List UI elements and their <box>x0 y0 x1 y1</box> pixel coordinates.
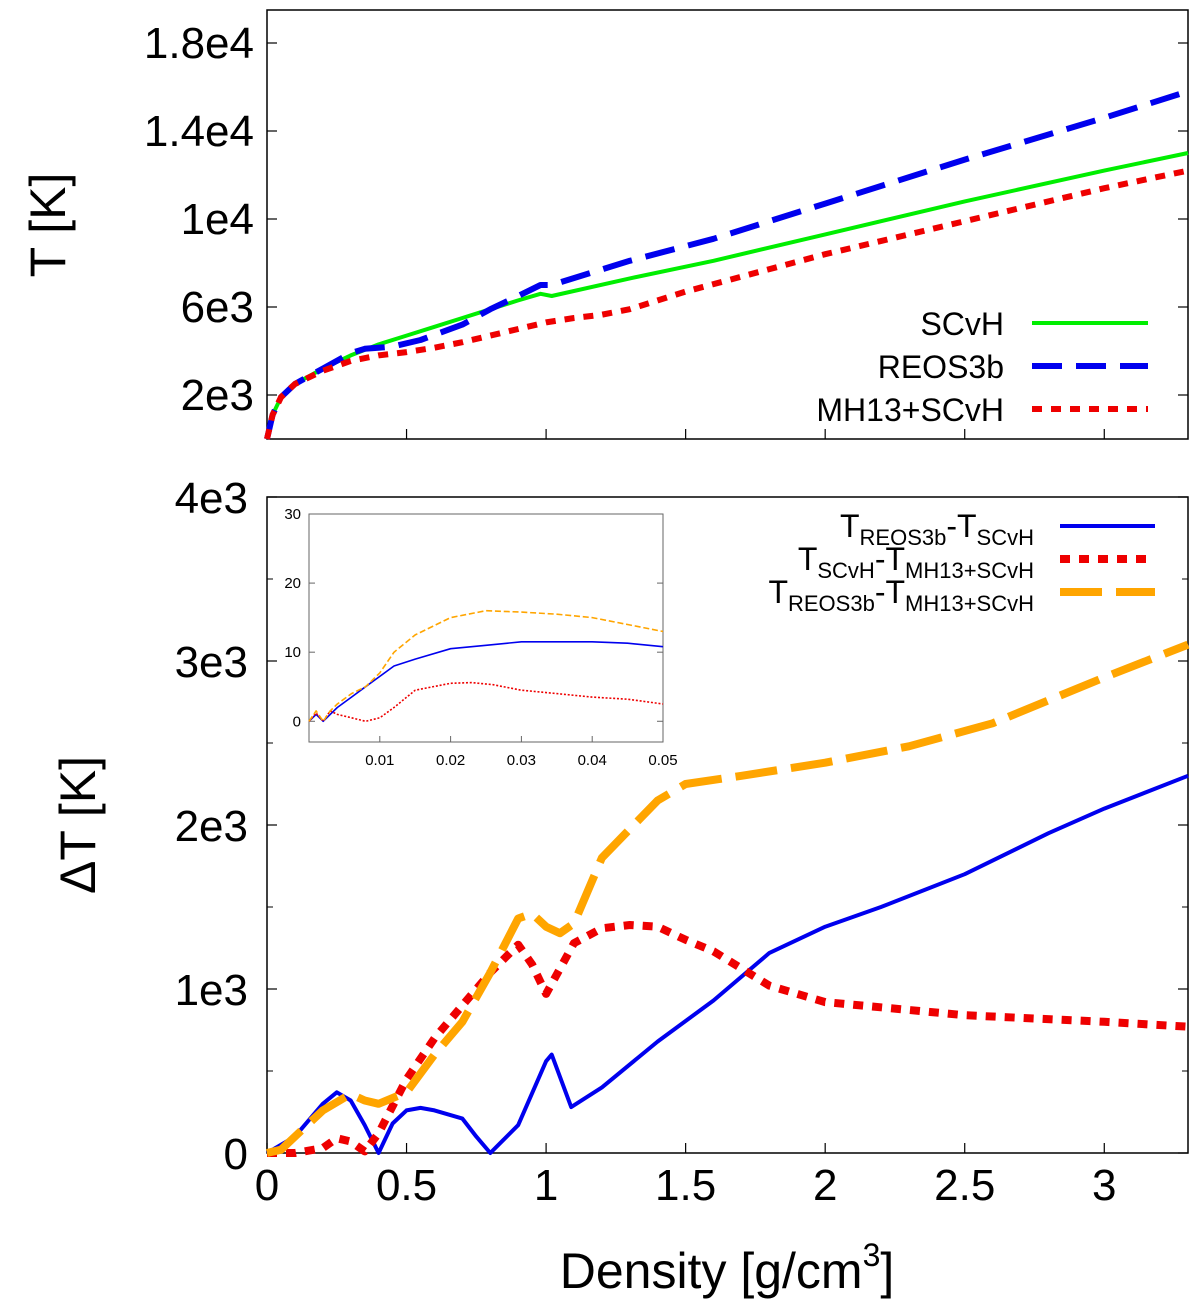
inset-ytick-label: 10 <box>284 644 301 661</box>
inset-frame <box>308 513 664 743</box>
top-line-scvh <box>265 151 1189 440</box>
bottom-legend-label: TSCvH-TMH13+SCvH <box>798 541 1034 583</box>
top-ytick-label: 6e3 <box>181 283 254 332</box>
inset-line-treos3b-tmh13-scvh <box>308 609 664 723</box>
bottom-legend-label: TREOS3b-TSCvH <box>840 508 1034 550</box>
bottom-line-treos3b-tmh13-scvh <box>266 640 1190 1157</box>
top-ytick-label: 1.8e4 <box>144 19 254 68</box>
inset-line-treos3b-tscvh <box>308 640 664 723</box>
inset-panel: 0 10 20 30 0.01 0.02 0.03 0.04 0.05 <box>284 506 677 769</box>
bottom-ticks: 0 1e3 2e3 3e3 4e3 0 0.5 1 1.5 2 2.5 3 <box>175 474 1188 1210</box>
inset-ytick-label: 0 <box>293 713 301 730</box>
bottom-xtick-label: 2 <box>813 1161 837 1210</box>
inset-ticks: 0 10 20 30 0.01 0.02 0.03 0.04 0.05 <box>284 506 677 769</box>
top-plot-frame <box>266 9 1189 440</box>
top-ytick-label: 1.4e4 <box>144 107 254 156</box>
x-axis-title: Density [g/cm3] <box>560 1237 895 1299</box>
bottom-xtick-label: 0 <box>255 1161 279 1210</box>
bottom-ytick-label: 1e3 <box>175 966 248 1015</box>
bottom-series-lines <box>265 640 1190 1157</box>
bottom-legend-label: TREOS3b-TMH13+SCvH <box>768 574 1034 616</box>
bottom-xtick-label: 2.5 <box>934 1161 995 1210</box>
bottom-panel: 0 1e3 2e3 3e3 4e3 0 0.5 1 1.5 2 2.5 3 ΔT [K] Densit… <box>50 474 1190 1299</box>
inset-ytick-label: 30 <box>284 506 301 523</box>
inset-series-lines <box>308 609 664 723</box>
top-legend-label: REOS3b <box>878 349 1004 385</box>
bottom-xtick-label: 0.5 <box>376 1161 437 1210</box>
top-line-mh13-scvh <box>264 167 1189 440</box>
top-ticks: 2e3 6e3 1e4 1.4e4 1.8e4 <box>144 19 1188 439</box>
bottom-ytick-label: 2e3 <box>175 802 248 851</box>
top-y-axis-title: T [K] <box>20 173 76 278</box>
bottom-ytick-label: 4e3 <box>175 474 248 523</box>
top-line-reos3b <box>264 88 1189 440</box>
bottom-line-treos3b-tscvh <box>265 773 1189 1155</box>
bottom-line-tscvh-tmh13-scvh <box>267 921 1189 1157</box>
inset-xtick-label: 0.03 <box>507 752 536 769</box>
bottom-xtick-label: 1.5 <box>655 1161 716 1210</box>
top-legend-label: SCvH <box>920 306 1004 342</box>
inset-xtick-label: 0.01 <box>365 752 394 769</box>
top-series-lines <box>264 88 1189 440</box>
top-legend-label: MH13+SCvH <box>816 392 1004 428</box>
inset-xtick-label: 0.05 <box>648 752 677 769</box>
top-ytick-label: 1e4 <box>181 195 254 244</box>
top-legend: SCvH REOS3b MH13+SCvH <box>816 306 1148 428</box>
bottom-legend: TREOS3b-TSCvHTSCvH-TMH13+SCvHTREOS3b-TMH… <box>768 508 1155 616</box>
bottom-y-axis-title: ΔT [K] <box>50 756 106 894</box>
bottom-xtick-label: 1 <box>534 1161 558 1210</box>
inset-xtick-label: 0.04 <box>578 752 607 769</box>
bottom-xtick-label: 3 <box>1092 1161 1116 1210</box>
bottom-ytick-label: 3e3 <box>175 638 248 687</box>
inset-ytick-label: 20 <box>284 575 301 592</box>
top-panel: 2e3 6e3 1e4 1.4e4 1.8e4 T [K] SCvH REOS3b MH13… <box>20 9 1189 440</box>
bottom-ytick-label: 0 <box>224 1130 248 1179</box>
inset-xtick-label: 0.02 <box>436 752 465 769</box>
top-ytick-label: 2e3 <box>181 371 254 420</box>
